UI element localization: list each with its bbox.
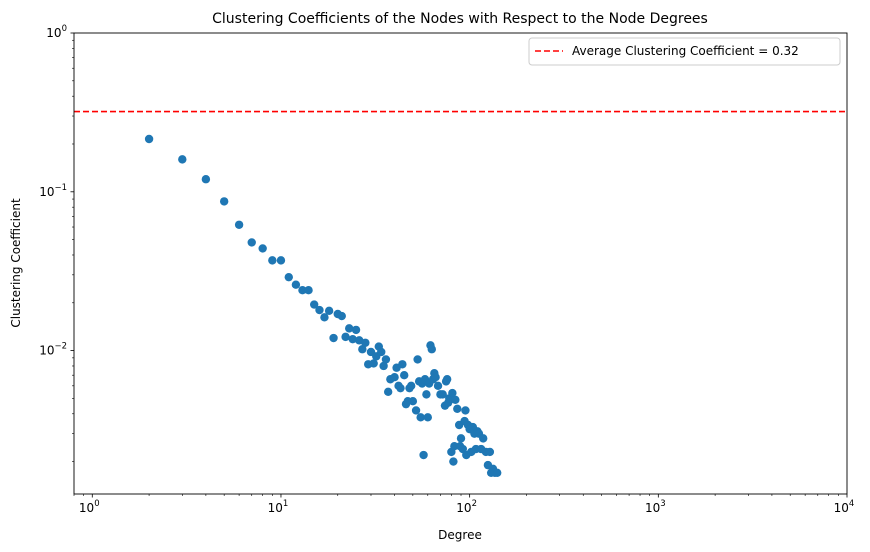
y-axis-label: Clustering Coefficient <box>9 198 23 328</box>
x-tick-label: 102 <box>456 499 477 515</box>
data-point <box>449 457 458 466</box>
x-tick-label: 103 <box>645 499 666 515</box>
y-tick-label: 100 <box>46 24 67 40</box>
data-point <box>201 175 211 184</box>
legend-label: Average Clustering Coefficient = 0.32 <box>572 44 799 58</box>
data-point <box>219 197 229 206</box>
data-point <box>291 280 301 289</box>
data-point <box>284 272 293 282</box>
x-axis-label: Degree <box>438 528 482 542</box>
data-point <box>304 286 313 295</box>
data-point <box>341 332 350 342</box>
data-point <box>406 381 416 391</box>
data-point <box>411 406 421 415</box>
data-point <box>234 220 244 229</box>
data-point <box>381 355 391 364</box>
data-point <box>309 300 319 309</box>
data-point <box>416 413 425 422</box>
data-point <box>479 434 488 443</box>
data-point <box>329 333 338 343</box>
data-point <box>348 334 357 344</box>
data-point <box>398 360 407 369</box>
data-point <box>383 387 393 397</box>
data-point <box>408 397 418 406</box>
data-point <box>461 406 470 415</box>
data-point <box>324 306 334 316</box>
data-point <box>423 413 432 422</box>
data-point <box>400 370 409 380</box>
data-point <box>431 372 440 382</box>
data-point <box>413 355 422 364</box>
data-point <box>276 256 286 265</box>
data-point <box>361 338 370 347</box>
legend-box <box>528 37 841 66</box>
chart-title: Clustering Coefficients of the Nodes wit… <box>212 11 708 27</box>
data-point <box>298 286 307 295</box>
data-point <box>258 244 267 253</box>
data-point <box>379 361 388 371</box>
data-point <box>438 390 447 399</box>
data-point <box>456 434 466 443</box>
x-tick-label: 100 <box>79 499 100 515</box>
data-point <box>377 347 386 357</box>
data-point <box>345 324 354 333</box>
data-point <box>247 238 256 247</box>
plot-frame <box>73 32 848 495</box>
legend: Average Clustering Coefficient = 0.32 <box>528 37 841 66</box>
data-point <box>453 404 462 413</box>
data-point <box>144 134 154 144</box>
data-point <box>320 313 329 322</box>
x-tick-label: 101 <box>268 499 289 515</box>
y-tick-label: 10−1 <box>39 183 67 199</box>
data-point <box>390 372 399 382</box>
x-tick-label: 104 <box>834 499 855 515</box>
data-point <box>178 155 187 164</box>
data-point <box>485 447 495 457</box>
data-point <box>451 395 460 404</box>
data-point <box>351 325 361 335</box>
y-tick-label: 10−2 <box>39 342 67 358</box>
data-point <box>369 359 378 368</box>
data-point <box>396 383 405 393</box>
data-point <box>448 388 457 398</box>
plot-area <box>74 33 847 494</box>
data-point <box>315 305 324 315</box>
data-point <box>337 311 346 321</box>
data-point <box>427 345 436 354</box>
data-point <box>358 345 367 354</box>
data-point <box>493 468 502 477</box>
data-point <box>268 256 277 265</box>
data-point <box>442 375 452 384</box>
data-point <box>433 381 443 391</box>
data-point <box>422 390 431 399</box>
data-point <box>419 450 428 460</box>
